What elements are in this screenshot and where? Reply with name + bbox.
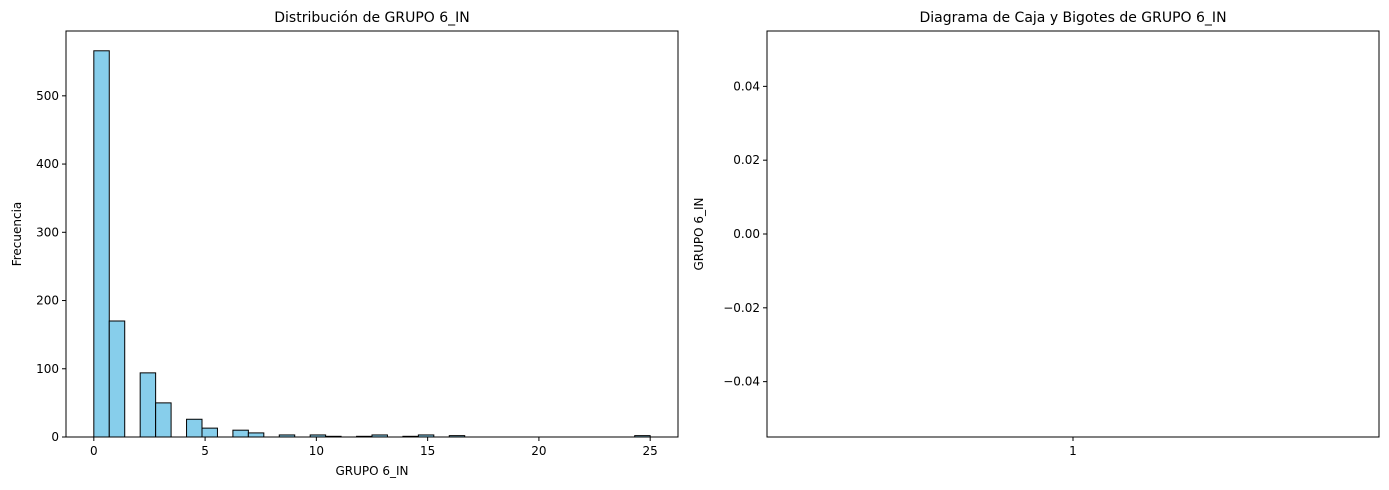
x-tick-label: 5 bbox=[201, 444, 209, 458]
y-tick-label: 0.00 bbox=[733, 227, 760, 241]
boxplot-plot-frame bbox=[766, 30, 1380, 438]
boxplot-subplot: Diagrama de Caja y Bigotes de GRUPO 6_IN… bbox=[692, 10, 1380, 458]
boxplot-y-axis-label: GRUPO 6_IN bbox=[692, 197, 706, 270]
histogram-bars bbox=[93, 50, 651, 438]
y-tick-label: 0.02 bbox=[733, 153, 760, 167]
y-tick-label: 0 bbox=[51, 430, 59, 444]
y-tick-label: 300 bbox=[36, 225, 59, 239]
y-tick-label: 100 bbox=[36, 362, 59, 376]
boxplot-x-ticks: 1 bbox=[1069, 437, 1077, 458]
y-tick-label: 200 bbox=[36, 294, 59, 308]
histogram-bar bbox=[108, 320, 126, 438]
histogram-x-axis-label: GRUPO 6_IN bbox=[335, 464, 408, 478]
histogram-bar bbox=[201, 427, 218, 438]
y-tick-label: 0.04 bbox=[733, 79, 760, 93]
x-tick-label: 15 bbox=[420, 444, 435, 458]
histogram-x-ticks: 0 5 10 15 20 25 bbox=[90, 437, 658, 458]
y-tick-label: −0.04 bbox=[723, 375, 760, 389]
x-tick-label: 25 bbox=[643, 444, 658, 458]
histogram-bar bbox=[155, 402, 172, 438]
histogram-y-axis-label: Frecuencia bbox=[10, 202, 24, 267]
x-tick-label: 20 bbox=[531, 444, 546, 458]
x-tick-label: 1 bbox=[1069, 444, 1077, 458]
histogram-y-ticks: 0 100 200 300 400 500 bbox=[36, 89, 66, 444]
y-tick-label: −0.02 bbox=[723, 301, 760, 315]
histogram-subplot: Distribución de GRUPO 6_IN GRUPO 6_IN Fr… bbox=[10, 10, 679, 478]
x-tick-label: 0 bbox=[90, 444, 98, 458]
histogram-plot-frame bbox=[65, 30, 679, 438]
x-tick-label: 10 bbox=[309, 444, 324, 458]
y-tick-label: 400 bbox=[36, 157, 59, 171]
boxplot-title: Diagrama de Caja y Bigotes de GRUPO 6_IN bbox=[919, 10, 1226, 26]
histogram-bar bbox=[247, 432, 265, 438]
y-tick-label: 500 bbox=[36, 89, 59, 103]
histogram-bar bbox=[139, 372, 157, 438]
histogram-bar bbox=[93, 50, 110, 438]
histogram-bar bbox=[232, 429, 249, 438]
histogram-title: Distribución de GRUPO 6_IN bbox=[274, 10, 470, 26]
boxplot-y-ticks: −0.04 −0.02 0.00 0.02 0.04 bbox=[723, 79, 767, 389]
histogram-bar bbox=[186, 418, 203, 438]
